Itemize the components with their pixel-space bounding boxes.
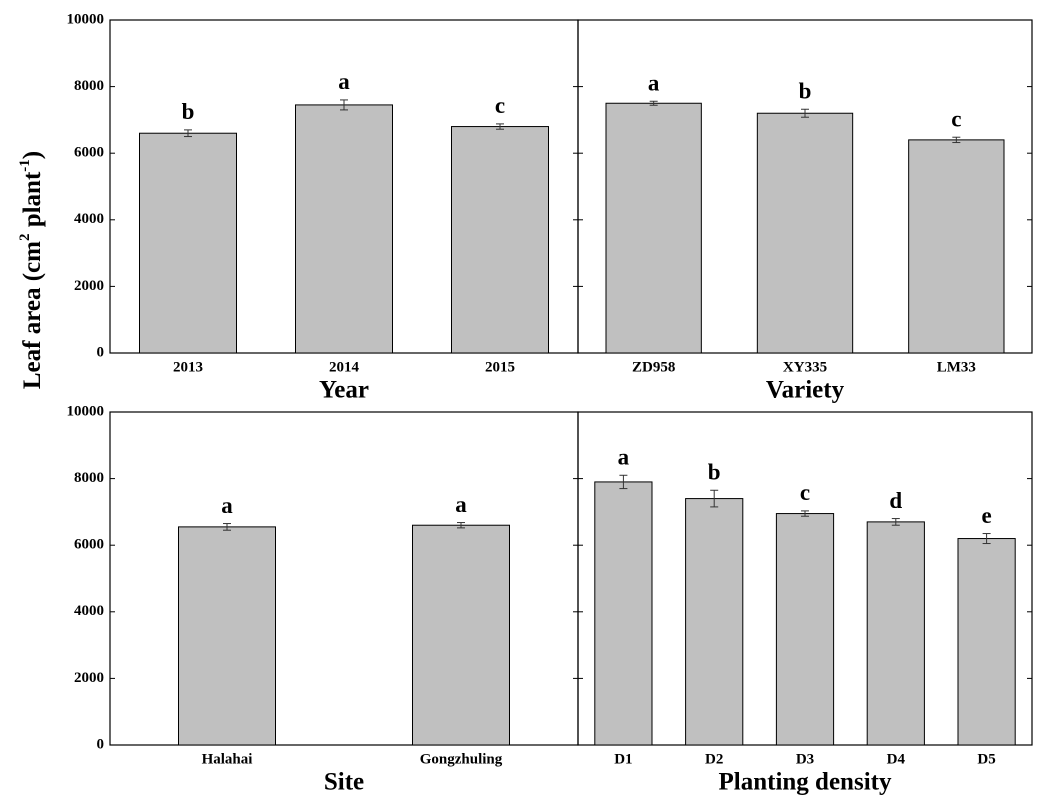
y-axis-label: Leaf area (cm2 plant-1) bbox=[17, 151, 45, 389]
bar bbox=[775, 513, 835, 746]
x-tick-label: 2015 bbox=[485, 359, 515, 375]
bar bbox=[866, 521, 925, 746]
significance-letter: a bbox=[338, 69, 350, 94]
x-tick-label: ZD958 bbox=[632, 359, 675, 375]
bar bbox=[178, 526, 276, 746]
bar bbox=[412, 524, 510, 746]
y-tick-label: 4000 bbox=[74, 211, 104, 227]
significance-letter: a bbox=[455, 492, 467, 517]
x-tick-label: XY335 bbox=[783, 359, 827, 375]
significance-letter: c bbox=[951, 106, 961, 131]
x-tick-label: 2014 bbox=[329, 359, 360, 375]
significance-letter: a bbox=[618, 445, 630, 470]
significance-letter: b bbox=[708, 460, 721, 485]
significance-letter: d bbox=[889, 488, 902, 513]
x-axis-label: Variety bbox=[766, 377, 845, 404]
x-axis-label: Site bbox=[324, 769, 364, 796]
x-tick-label: 2013 bbox=[173, 359, 203, 375]
bar bbox=[908, 139, 1005, 354]
y-tick-label: 6000 bbox=[74, 537, 104, 553]
x-axis-label: Year bbox=[319, 377, 369, 404]
x-tick-label: D2 bbox=[705, 751, 723, 767]
bar bbox=[605, 102, 702, 354]
significance-letter: a bbox=[648, 71, 660, 96]
y-tick-label: 10000 bbox=[67, 11, 105, 27]
bar bbox=[139, 132, 237, 354]
significance-letter: b bbox=[182, 99, 195, 124]
bar bbox=[957, 538, 1016, 746]
x-tick-label: Halahai bbox=[202, 751, 253, 767]
significance-letter: e bbox=[981, 503, 991, 528]
y-tick-label: 8000 bbox=[74, 470, 104, 486]
significance-letter: a bbox=[221, 493, 233, 518]
significance-letter: c bbox=[495, 93, 505, 118]
bar bbox=[451, 126, 549, 354]
y-tick-label: 10000 bbox=[67, 403, 105, 419]
label-part: ) bbox=[19, 151, 46, 159]
x-tick-label: LM33 bbox=[937, 359, 976, 375]
bar bbox=[594, 481, 653, 746]
x-tick-label: Gongzhuling bbox=[420, 751, 503, 767]
x-axis-label: Planting density bbox=[719, 769, 892, 796]
label-part: plant bbox=[19, 171, 46, 234]
superscript: 2 bbox=[17, 234, 33, 242]
y-tick-label: 0 bbox=[97, 344, 105, 360]
x-tick-label: D3 bbox=[796, 751, 814, 767]
y-tick-label: 4000 bbox=[74, 603, 104, 619]
y-tick-label: 0 bbox=[97, 736, 105, 752]
y-tick-label: 2000 bbox=[74, 278, 104, 294]
bar bbox=[295, 104, 393, 354]
x-tick-label: D5 bbox=[977, 751, 995, 767]
bar bbox=[685, 498, 744, 746]
y-tick-label: 6000 bbox=[74, 145, 104, 161]
x-tick-label: D1 bbox=[614, 751, 632, 767]
label-part: Leaf area (cm bbox=[19, 241, 46, 389]
superscript: -1 bbox=[17, 159, 33, 172]
significance-letter: c bbox=[800, 480, 810, 505]
x-tick-label: D4 bbox=[887, 751, 906, 767]
significance-letter: b bbox=[799, 79, 812, 104]
y-tick-label: 8000 bbox=[74, 78, 104, 94]
bar bbox=[756, 112, 854, 354]
y-tick-label: 2000 bbox=[74, 670, 104, 686]
